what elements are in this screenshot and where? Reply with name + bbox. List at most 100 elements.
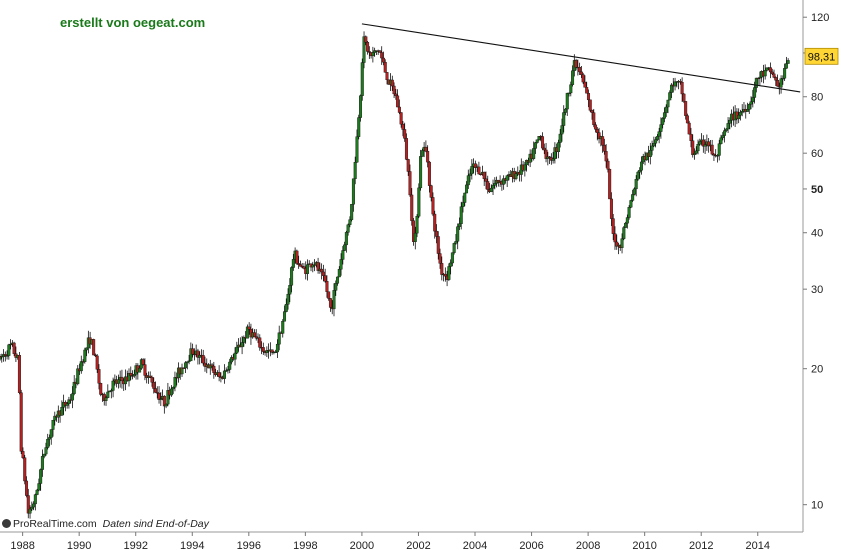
candle: [129, 366, 133, 381]
candle: [19, 389, 23, 455]
candle: [334, 280, 338, 296]
x-tick-label: 2008: [576, 540, 600, 550]
x-tick-label: 2012: [689, 540, 713, 550]
candle: [79, 355, 83, 374]
candle: [461, 195, 465, 213]
x-tick-label: 2004: [463, 540, 487, 550]
candle: [228, 358, 232, 374]
candle: [76, 365, 80, 386]
candle: [159, 392, 163, 406]
candle: [295, 249, 299, 265]
candle: [371, 46, 375, 63]
footer-credit: ProRealTime.com Daten sind End-of-Day: [2, 518, 209, 530]
candle: [28, 505, 32, 519]
candle: [320, 263, 324, 280]
candle: [502, 175, 506, 190]
candle: [284, 298, 288, 313]
candle: [364, 35, 368, 46]
candle: [661, 117, 665, 129]
candle: [491, 179, 495, 196]
candle: [595, 127, 599, 141]
candle: [560, 118, 564, 142]
candle: [456, 223, 460, 250]
candle: [457, 217, 461, 231]
candle: [116, 374, 120, 389]
x-tick-label: 1988: [10, 540, 34, 550]
candle: [17, 352, 21, 395]
x-tick-label: 1992: [123, 540, 147, 550]
candle: [111, 377, 115, 398]
candle: [581, 72, 585, 85]
candle: [366, 41, 370, 55]
candle: [72, 375, 76, 396]
candle: [689, 127, 693, 148]
candle: [83, 347, 87, 364]
candle: [447, 263, 451, 282]
candle: [274, 349, 278, 354]
candle: [544, 143, 548, 163]
candle: [187, 354, 191, 365]
candle: [5, 350, 9, 360]
candle: [489, 184, 493, 193]
candle: [459, 201, 463, 230]
candle: [47, 434, 51, 447]
candle: [710, 139, 714, 156]
candle: [42, 453, 46, 459]
candle: [70, 386, 74, 409]
candle: [120, 369, 124, 389]
candle: [138, 365, 142, 373]
candle: [21, 447, 25, 460]
candle: [468, 168, 472, 183]
candle: [157, 386, 161, 404]
last-price-label: 98,31: [808, 51, 836, 63]
candle: [189, 342, 193, 362]
candle: [53, 411, 57, 426]
candle: [380, 46, 384, 65]
candle: [654, 136, 658, 148]
candle: [678, 78, 682, 85]
candle: [486, 175, 490, 194]
candle: [346, 223, 350, 236]
candle: [25, 476, 29, 498]
candle: [367, 46, 371, 59]
candle: [23, 454, 27, 485]
candle: [537, 136, 541, 141]
candle: [169, 385, 173, 397]
candle: [749, 96, 753, 110]
candle: [541, 132, 545, 151]
prorealtime-logo-icon: [2, 519, 11, 528]
candle: [514, 170, 518, 181]
candle: [770, 68, 774, 76]
candle: [470, 159, 474, 180]
candle: [756, 77, 760, 86]
candle: [454, 234, 458, 245]
candle: [351, 178, 355, 212]
x-tick-label: 2014: [746, 540, 770, 550]
candle: [747, 103, 751, 114]
candle: [772, 69, 776, 79]
candle: [210, 363, 214, 371]
candle: [477, 161, 481, 175]
candle: [95, 354, 99, 373]
candle: [694, 146, 698, 155]
candle: [399, 112, 403, 128]
candle: [449, 259, 453, 275]
candle: [191, 343, 195, 358]
candle: [162, 395, 166, 414]
x-tick-label: 1994: [180, 540, 204, 550]
candle: [337, 266, 341, 278]
candle: [701, 135, 705, 153]
candle: [196, 348, 200, 365]
candle: [185, 361, 189, 370]
candle: [378, 50, 382, 53]
candle: [60, 400, 64, 416]
candle: [277, 325, 281, 351]
candle: [401, 120, 405, 137]
candle: [9, 339, 13, 350]
candle: [493, 177, 497, 190]
candle: [450, 252, 454, 267]
candle: [148, 371, 152, 379]
candle: [252, 329, 256, 337]
candle: [776, 74, 780, 87]
